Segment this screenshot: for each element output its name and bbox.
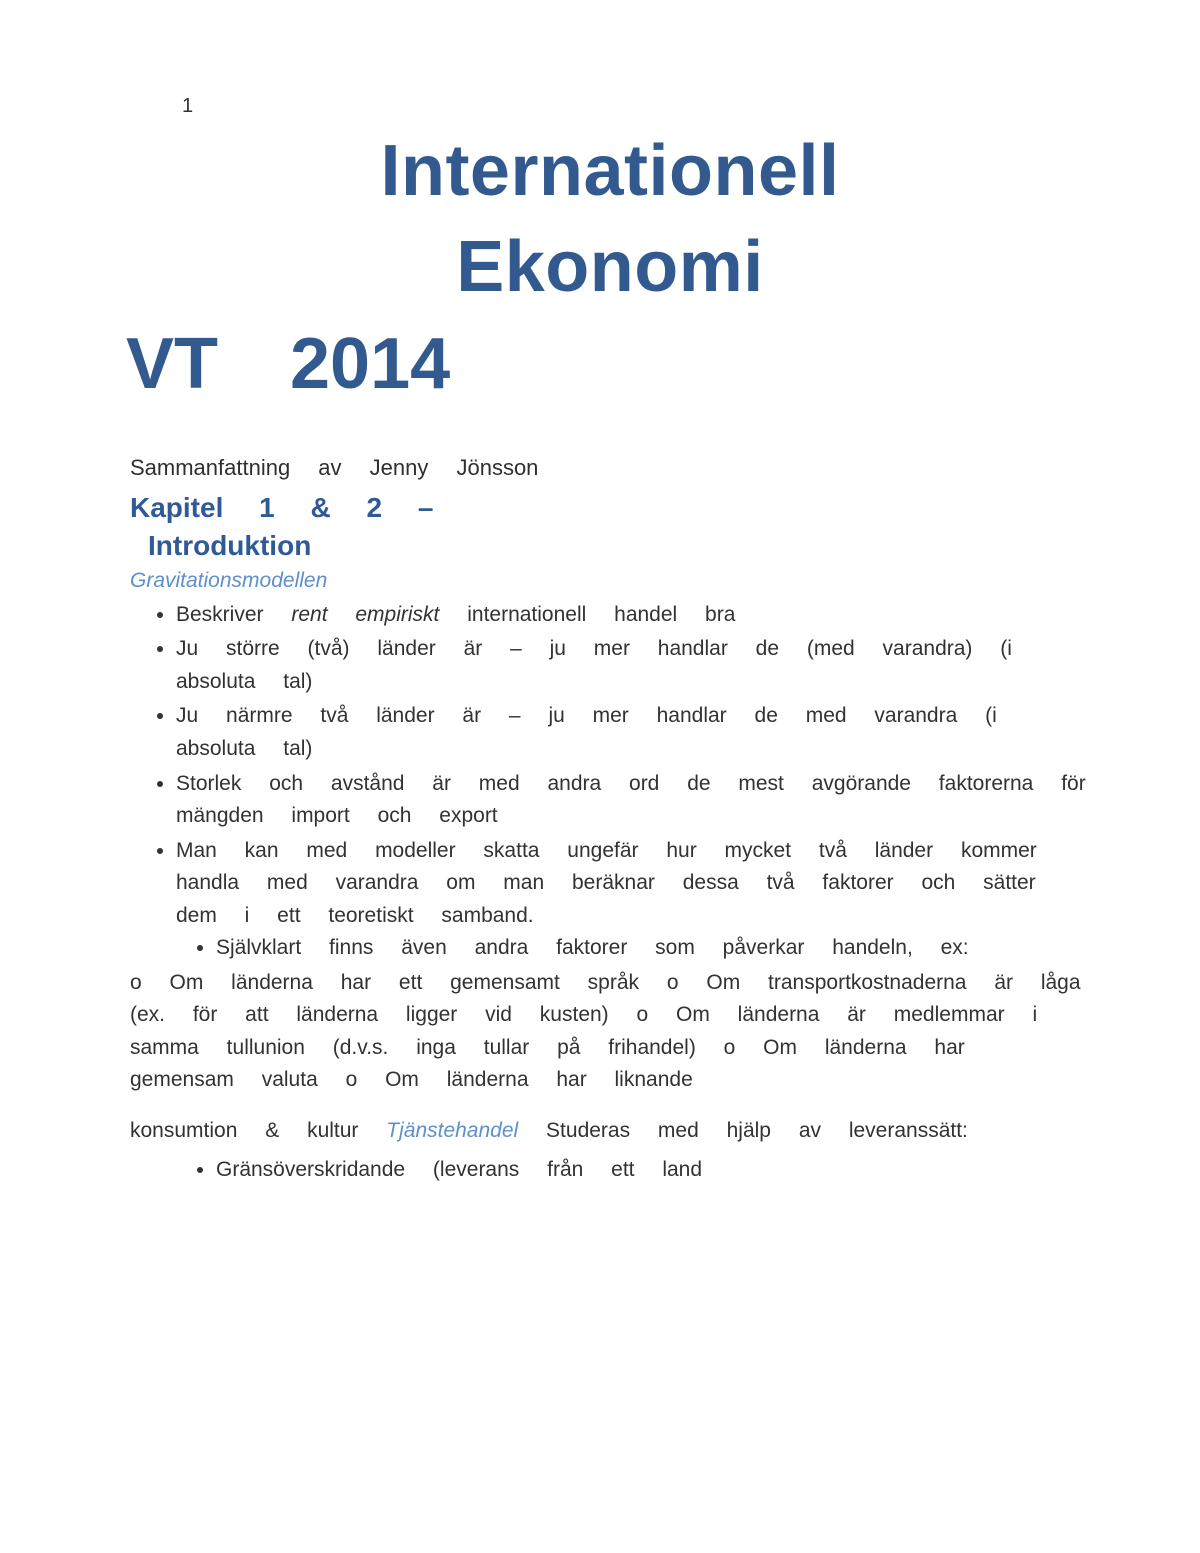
sub-bullet-item: Självklart finns även andra faktorer som… (216, 932, 1090, 965)
bullet-item-1: Beskriver rent empiriskt internationell … (176, 599, 1090, 632)
document-title-line3: VT 2014 (126, 321, 1090, 407)
document-title-line1: Internationell (130, 128, 1090, 214)
bullet-item-2: Ju större (två) länder är – ju mer handl… (176, 633, 1090, 698)
chapter-heading: Kapitel 1 & 2 – Introduktion (130, 489, 1090, 565)
byline: Sammanfattning av Jenny Jönsson (130, 455, 1090, 481)
subheading-gravitation: Gravitationsmodellen (130, 569, 1090, 593)
circle-bullet-paragraph: o Om länderna har ett gemensamt språk o … (130, 967, 1090, 1097)
bullet-item-5: Man kan med modeller skatta ungefär hur … (176, 835, 1090, 965)
bullet-item-3: Ju närmre två länder är – ju mer handlar… (176, 700, 1090, 765)
delivery-bullet: Gränsöverskridande (leverans från ett la… (216, 1154, 1090, 1187)
emphasis: rent empiriskt (291, 603, 439, 626)
sub-bullet-list: Självklart finns även andra faktorer som… (176, 932, 1090, 965)
page-number: 1 (182, 95, 1090, 118)
delivery-list: Gränsöverskridande (leverans från ett la… (130, 1154, 1090, 1187)
document-page: 1 Internationell Ekonomi VT 2014 Sammanf… (0, 0, 1200, 1553)
document-title-line2: Ekonomi (130, 224, 1090, 310)
subheading-tjanstehandel: Tjänstehandel (386, 1119, 518, 1142)
bullet-item-4: Storlek och avstånd är med andra ord de … (176, 768, 1090, 833)
chapter-heading-line1: Kapitel 1 & 2 – (130, 492, 433, 523)
bullet-list: Beskriver rent empiriskt internationell … (130, 599, 1090, 965)
chapter-heading-line2: Introduktion (148, 527, 311, 565)
consumption-line: konsumtion & kultur Tjänstehandel Studer… (130, 1115, 1090, 1148)
